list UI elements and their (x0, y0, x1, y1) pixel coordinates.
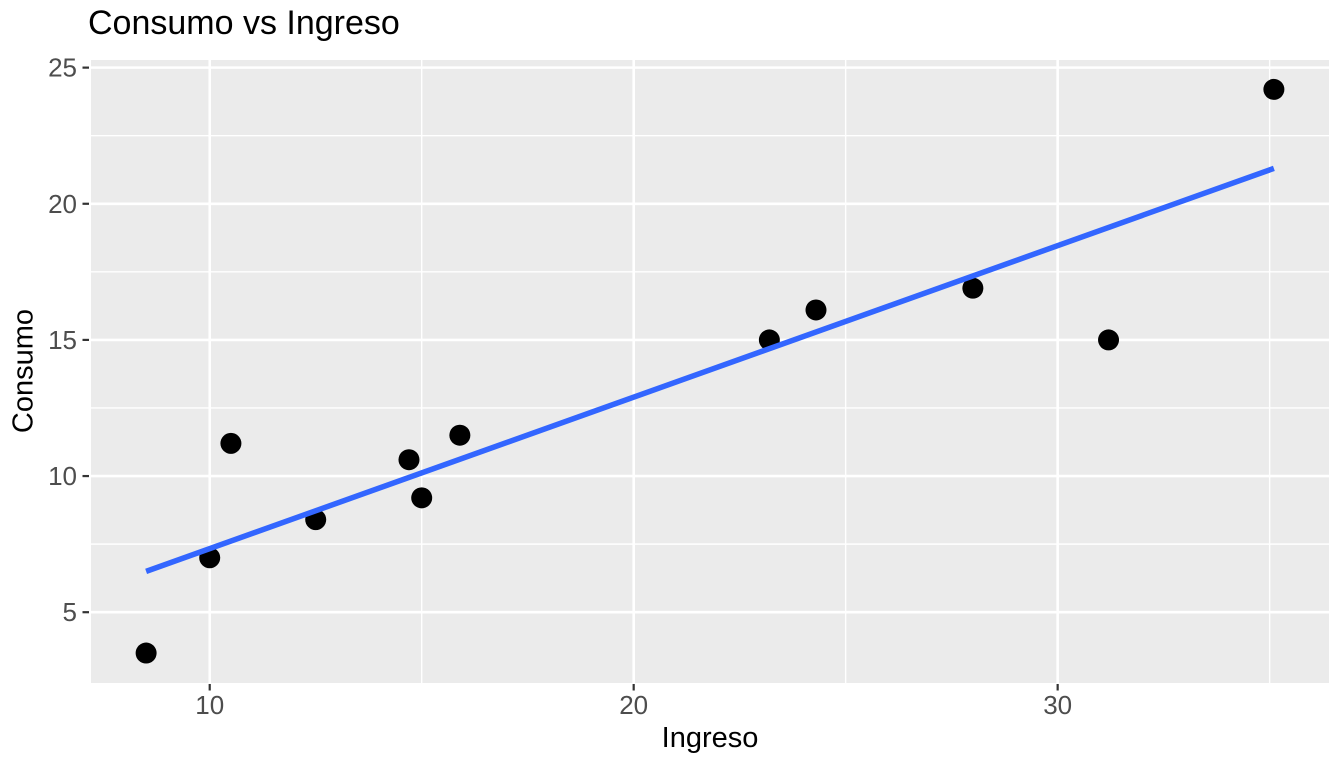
data-point (805, 299, 827, 321)
data-point (962, 277, 984, 299)
y-tick-label: 10 (48, 461, 77, 491)
regression-line (145, 165, 1275, 574)
data-point (1098, 329, 1120, 351)
data-point (135, 642, 157, 664)
y-axis-title: Consumo (7, 308, 40, 434)
data-point (1263, 78, 1285, 100)
data-point (220, 432, 242, 454)
x-tick-label: 30 (1043, 690, 1072, 720)
x-tick-label: 10 (195, 690, 224, 720)
plot-title: Consumo vs Ingreso (88, 4, 400, 42)
y-tick-label: 15 (48, 325, 77, 355)
x-axis-title: Ingreso (661, 722, 759, 754)
y-tick-label: 5 (63, 597, 77, 627)
y-tick-label: 20 (48, 189, 77, 219)
data-point (398, 449, 420, 471)
y-tick-label: 25 (48, 53, 77, 83)
data-point (411, 487, 433, 509)
x-tick-label: 20 (619, 690, 648, 720)
data-point (449, 424, 471, 446)
